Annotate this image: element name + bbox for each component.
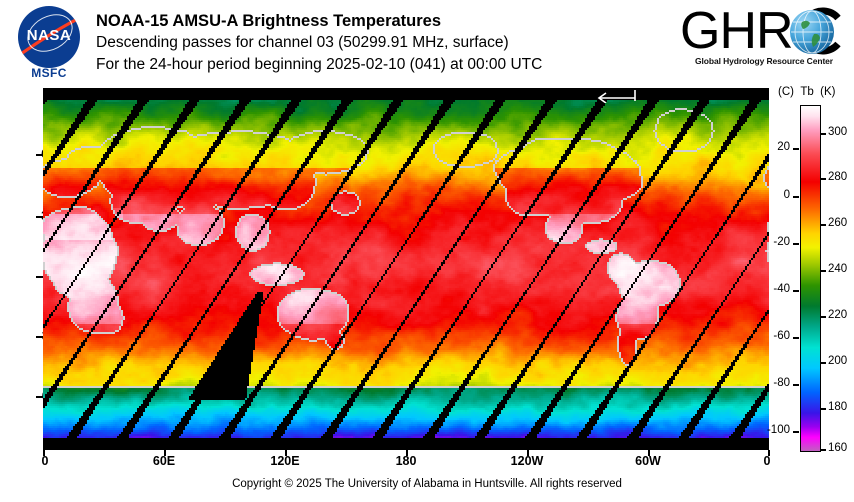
swath-width-marker-icon xyxy=(597,90,636,103)
brightness-temperature-map[interactable] xyxy=(43,88,769,450)
cb-label-k-220: 220 xyxy=(828,309,848,321)
cb-tick-c-m80 xyxy=(793,384,799,386)
copyright-notice: Copyright © 2025 The University of Alaba… xyxy=(232,478,622,490)
cb-label-c-m100: -100 xyxy=(766,424,790,436)
title-block: NOAA-15 AMSU-A Brightness Temperatures D… xyxy=(96,10,542,76)
cb-label-c-m40: -40 xyxy=(773,283,790,295)
map-top-border xyxy=(43,88,769,100)
lon-label-120w: 120W xyxy=(510,454,544,468)
cb-label-c-m60: -60 xyxy=(773,330,790,342)
svg-text:GHR: GHR xyxy=(680,4,793,56)
lon-tick-360 xyxy=(768,450,770,456)
subtitle-period: For the 24-hour period beginning 2025-02… xyxy=(96,56,543,73)
nasa-swoosh-icon xyxy=(18,16,80,58)
lon-label-0: 0 xyxy=(41,454,49,468)
ghrc-logo: GHR Global Hydrology Resource Center xyxy=(678,4,846,78)
cb-tick-c-m20 xyxy=(793,243,799,245)
colorbar-unit-kelvin: (K) xyxy=(820,86,836,98)
msfc-label: MSFC xyxy=(31,66,67,80)
map-raster-canvas xyxy=(43,100,769,438)
cb-tick-c-m40 xyxy=(793,290,799,292)
cb-tick-c-20 xyxy=(793,148,799,150)
page-title: NOAA-15 AMSU-A Brightness Temperatures xyxy=(96,12,442,30)
cb-tick-k-160 xyxy=(820,449,826,451)
cb-label-k-200: 200 xyxy=(828,355,848,367)
map-raster xyxy=(43,100,769,438)
colorbar-quantity: Tb xyxy=(800,86,814,98)
cb-label-k-260: 260 xyxy=(828,217,848,229)
nasa-logo: NASA MSFC xyxy=(12,6,86,80)
lat-tick-60s xyxy=(36,396,43,398)
cb-label-c-m20: -20 xyxy=(773,236,790,248)
cb-label-k-240: 240 xyxy=(828,263,848,275)
nasa-meatball-icon: NASA xyxy=(18,6,80,68)
cb-tick-k-200 xyxy=(820,362,826,364)
lat-tick-30n xyxy=(36,216,43,218)
cb-label-c-20: 20 xyxy=(777,141,790,153)
cb-tick-k-240 xyxy=(820,270,826,272)
lon-label-60w: 60W xyxy=(635,454,661,468)
lat-tick-30s xyxy=(36,336,43,338)
ghrc-globe-icon xyxy=(790,10,834,54)
cb-label-k-160: 160 xyxy=(828,442,848,454)
cb-label-c-0: 0 xyxy=(783,189,790,201)
lon-tick-120e xyxy=(285,450,287,456)
lon-tick-60w xyxy=(648,450,650,456)
cb-tick-c-m60 xyxy=(793,337,799,339)
cb-tick-k-260 xyxy=(820,224,826,226)
lat-tick-60n xyxy=(36,154,43,156)
subtitle-channel: Descending passes for channel 03 (50299.… xyxy=(96,34,509,51)
lon-tick-60e xyxy=(164,450,166,456)
colorbar-unit-celsius: (C) xyxy=(778,86,794,98)
map-bottom-border xyxy=(43,438,769,450)
lon-label-180: 180 xyxy=(395,454,417,468)
lon-tick-120w xyxy=(527,450,529,456)
cb-tick-k-280 xyxy=(820,178,826,180)
lon-tick-180 xyxy=(406,450,408,456)
colorbar-gradient xyxy=(801,106,820,451)
lon-label-60e: 60E xyxy=(152,454,176,468)
cb-label-k-280: 280 xyxy=(828,171,848,183)
lon-label-120e: 120E xyxy=(270,454,300,468)
cb-tick-k-220 xyxy=(820,316,826,318)
cb-tick-c-m100 xyxy=(793,431,799,433)
lat-tick-eq xyxy=(36,276,43,278)
nasa-wordmark: NASA xyxy=(26,27,72,44)
cb-tick-k-300 xyxy=(820,133,826,135)
cb-label-c-m80: -80 xyxy=(773,377,790,389)
cb-tick-c-0 xyxy=(793,196,799,198)
ghrc-tagline: Global Hydrology Resource Center xyxy=(694,56,834,66)
lon-label-360: 0 xyxy=(763,454,771,468)
cb-tick-k-180 xyxy=(820,408,826,410)
colorbar xyxy=(800,105,821,452)
lon-tick-0 xyxy=(43,450,45,456)
colorbar-title: (C) Tb (K) xyxy=(778,86,836,98)
cb-label-k-180: 180 xyxy=(828,401,848,413)
cb-label-k-300: 300 xyxy=(828,126,848,138)
